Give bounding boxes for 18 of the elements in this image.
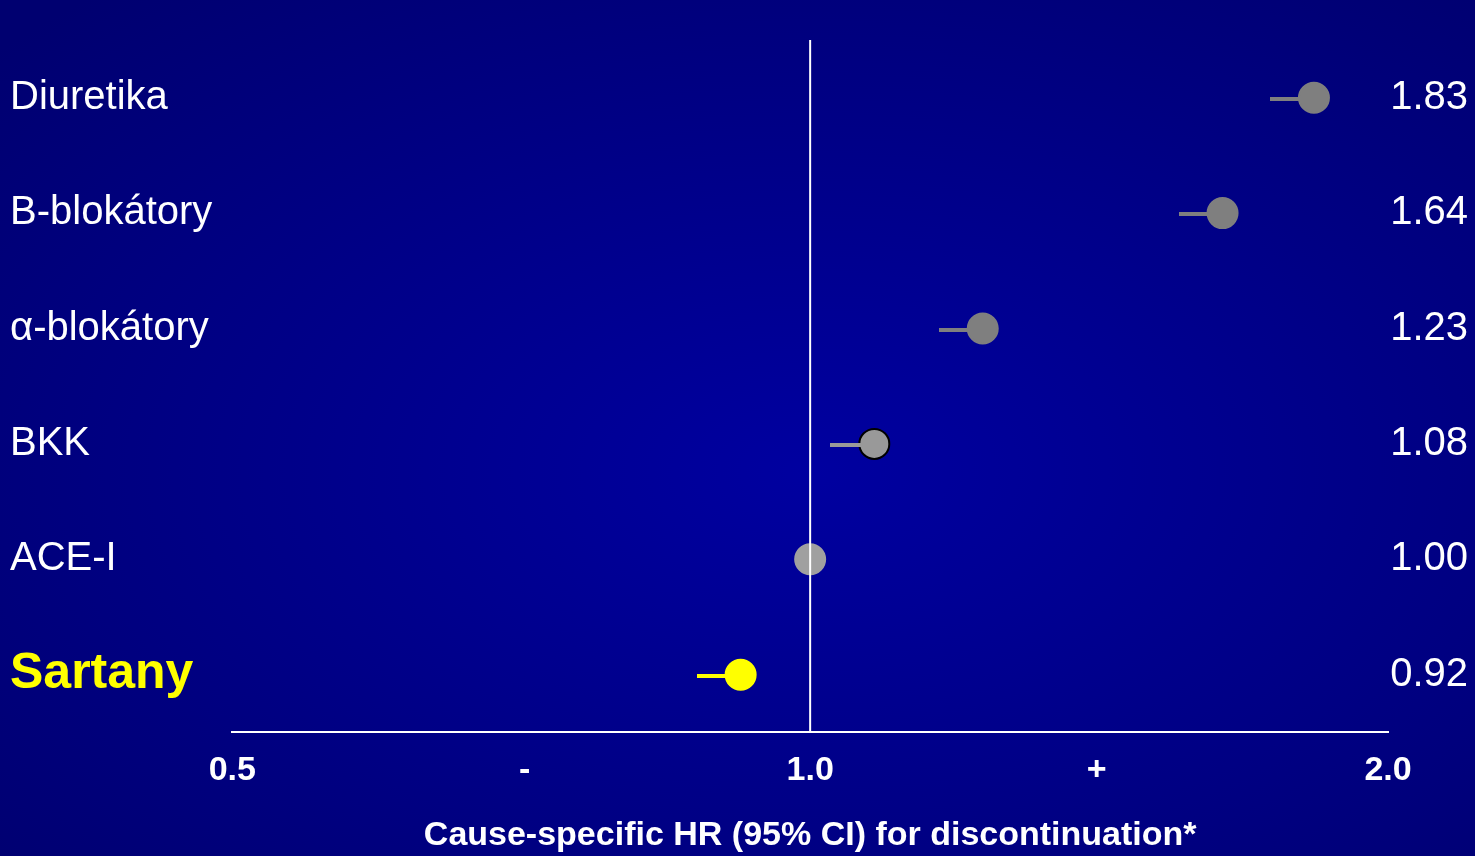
data-label: 1.00 — [1390, 534, 1468, 579]
data-label: 0.92 — [1390, 649, 1468, 694]
y-tick-label: BKK — [10, 418, 91, 463]
data-label: 1.23 — [1390, 303, 1468, 348]
x-tick-label: 1.0 — [786, 749, 834, 788]
data-label: 1.64 — [1390, 188, 1468, 233]
y-tick-label: ACE-I — [10, 534, 117, 579]
x-tick-label: 0.5 — [208, 749, 256, 788]
data-label: 1.08 — [1390, 418, 1468, 463]
x-tick-label: 2.0 — [1364, 749, 1412, 788]
y-tick-label: α-blokátory — [10, 303, 209, 348]
data-label: 1.83 — [1390, 72, 1468, 117]
y-tick-label: Diuretika — [10, 72, 169, 117]
x-tick-label: + — [1086, 749, 1107, 788]
y-tick-label: B-blokátory — [10, 188, 213, 233]
x-axis-title: Cause-specific HR (95% CI) for discontinuation* — [423, 813, 1198, 852]
y-tick-label: Sartany — [10, 643, 194, 700]
x-tick-label: - — [518, 749, 531, 788]
